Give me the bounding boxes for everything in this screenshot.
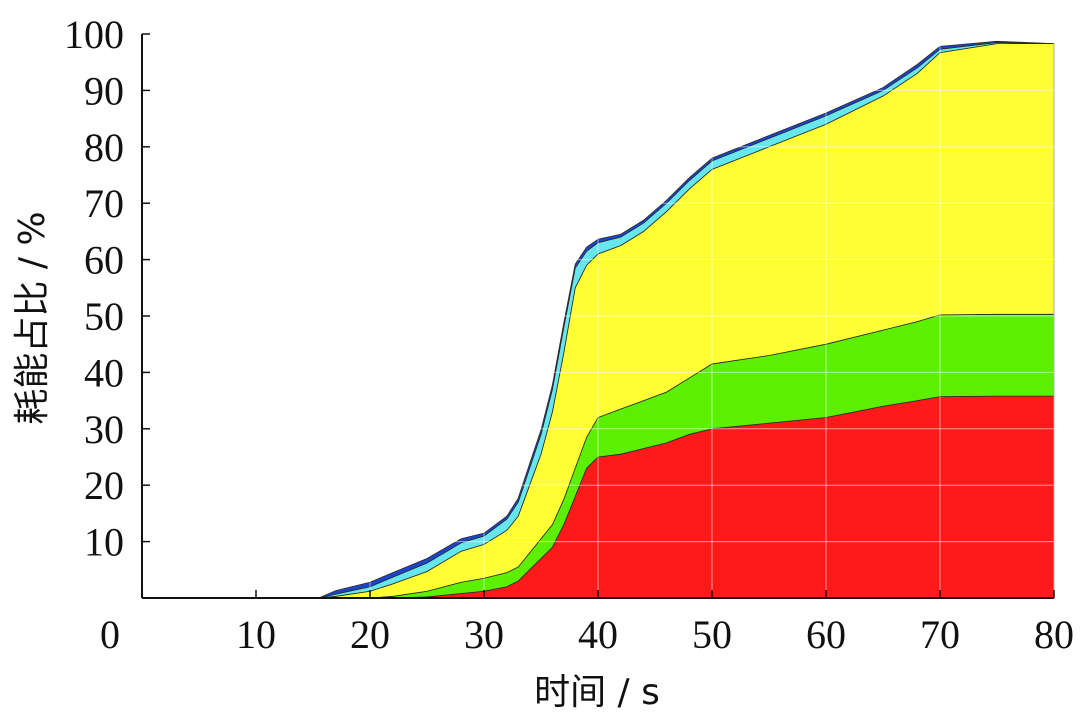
y-tick-label: 90 [84, 68, 124, 113]
y-axis-title: 耗能占比 / % [12, 211, 53, 424]
y-tick-label: 10 [84, 520, 124, 565]
y-tick-label: 60 [84, 238, 124, 283]
tick-labels: 0 10 20 30 40 50 60 70 80 10 20 30 40 50 60 70 80 90 100 [64, 12, 1074, 657]
y-tick-label: 50 [84, 294, 124, 339]
x-tick-label: 60 [806, 612, 846, 657]
x-tick-label: 40 [578, 612, 618, 657]
y-tick-label: 80 [84, 125, 124, 170]
y-tick-label: 20 [84, 463, 124, 508]
axes [141, 33, 1055, 599]
x-tick-label: 70 [920, 612, 960, 657]
y-tick-label: 30 [84, 407, 124, 452]
y-tick-label: 100 [64, 12, 124, 57]
x-tick-label: 50 [692, 612, 732, 657]
y-tick-label: 70 [84, 181, 124, 226]
x-tick-label: 10 [236, 612, 276, 657]
x-tick-label: 80 [1034, 612, 1074, 657]
x-tick-label: 30 [464, 612, 504, 657]
x-axis-title: 时间 / s [534, 672, 660, 713]
y-tick-label: 40 [84, 350, 124, 395]
x-tick-label: 20 [350, 612, 390, 657]
x-tick-label: 0 [100, 612, 120, 657]
grid-lines [142, 33, 1055, 598]
